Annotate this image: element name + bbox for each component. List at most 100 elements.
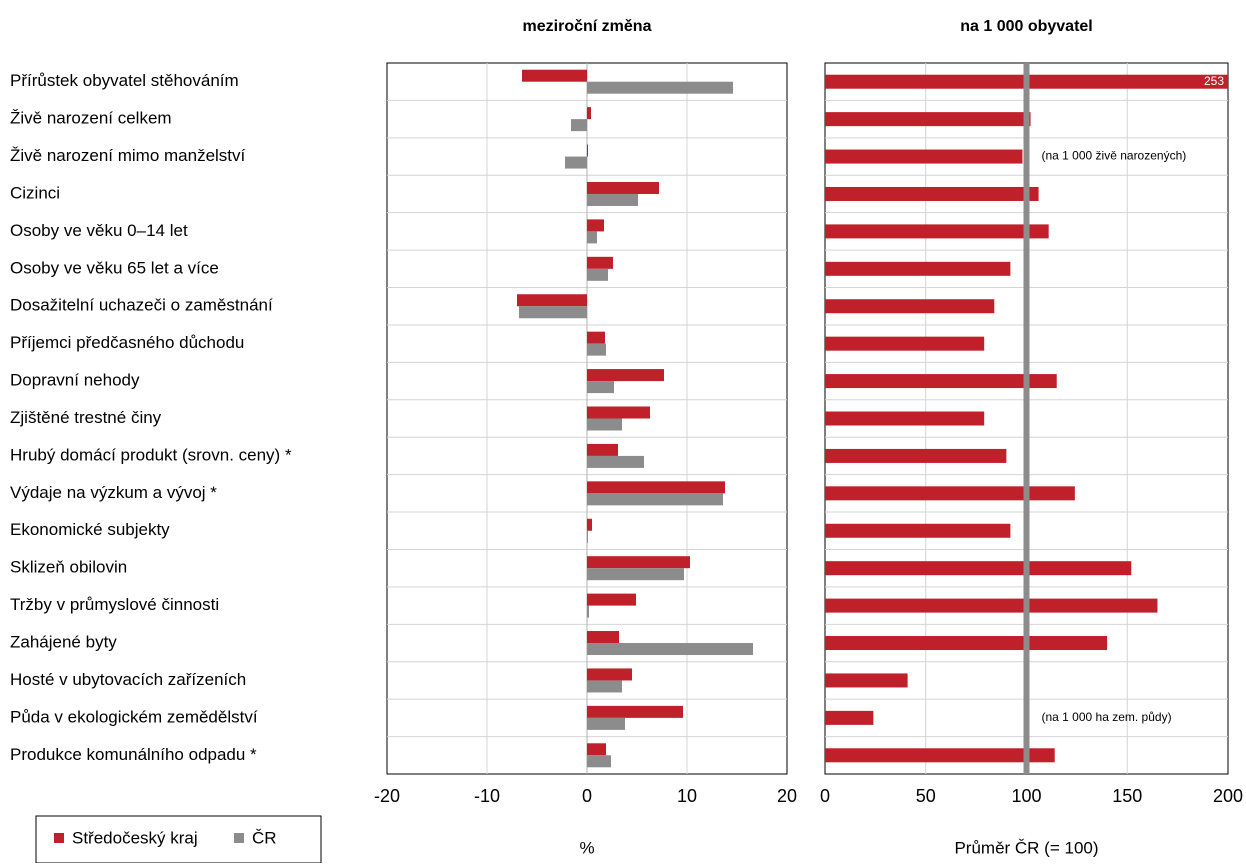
category-label: Ekonomické subjekty xyxy=(10,520,170,539)
bar-panel2-kraj xyxy=(825,486,1075,501)
bar-panel2-kraj xyxy=(825,748,1055,763)
category-label: Osoby ve věku 65 let a více xyxy=(10,258,219,277)
reference-line-average xyxy=(1023,63,1030,774)
bar-panel1-kraj xyxy=(587,631,619,644)
bar-panel1-cr xyxy=(587,268,608,281)
bar-panel2-kraj xyxy=(825,149,1023,164)
x-tick-label: 20 xyxy=(777,786,797,806)
bar-panel1-cr xyxy=(587,81,733,94)
bar-panel1-kraj xyxy=(587,556,690,569)
bar-panel2-kraj xyxy=(825,411,985,426)
bar-panel1-kraj xyxy=(587,406,650,419)
x-tick-label: 50 xyxy=(916,786,936,806)
x-tick-label: -10 xyxy=(474,786,500,806)
bar-panel2-kraj xyxy=(825,710,874,725)
bar-panel1-cr xyxy=(587,530,588,543)
category-label: Půda v ekologickém zemědělství xyxy=(10,707,258,726)
category-label: Dosažitelní uchazeči o zaměstnání xyxy=(10,296,273,315)
category-label: Dopravní nehody xyxy=(10,371,140,390)
category-label: Přírůstek obyvatel stěhováním xyxy=(10,71,239,90)
bar-panel2-kraj xyxy=(825,112,1031,127)
bar-panel1-cr xyxy=(587,193,638,206)
bar-panel1-kraj xyxy=(587,443,618,456)
bar-panel2-kraj xyxy=(825,561,1132,576)
category-label: Živě narození mimo manželství xyxy=(10,146,246,165)
bar-panel2-kraj xyxy=(825,261,1011,276)
bar-panel2-kraj xyxy=(825,224,1049,239)
bar-panel2-kraj xyxy=(825,598,1158,613)
x-tick-label: 0 xyxy=(820,786,830,806)
data-label: 253 xyxy=(1204,74,1224,88)
panel-title: na 1 000 obyvatel xyxy=(960,18,1093,35)
bar-panel1-kraj xyxy=(587,518,592,531)
legend-box xyxy=(35,815,322,864)
x-tick-label: 0 xyxy=(582,786,592,806)
bar-panel1-kraj xyxy=(587,593,636,606)
bar-panel1-cr xyxy=(587,643,753,656)
legend-label: ČR xyxy=(252,828,277,847)
category-label: Zahájené byty xyxy=(10,633,117,652)
bar-panel1-cr xyxy=(519,306,587,319)
legend-swatch xyxy=(54,833,64,843)
bar-panel1-cr xyxy=(587,493,723,506)
bar-panel1-kraj xyxy=(587,219,604,232)
bar-panel1-kraj xyxy=(587,331,605,344)
x-tick-label: 10 xyxy=(677,786,697,806)
bar-panel2-kraj xyxy=(825,448,1007,463)
bar-panel1-cr xyxy=(587,455,644,468)
bar-panel1-cr xyxy=(565,156,587,169)
bar-panel1-kraj xyxy=(517,294,587,307)
bar-panel1-kraj xyxy=(587,144,588,157)
bar-panel1-kraj xyxy=(587,369,664,382)
bar-panel1-cr xyxy=(587,680,622,693)
category-label: Živě narození celkem xyxy=(10,109,172,128)
bar-panel1-cr xyxy=(587,231,597,244)
bar-panel1-cr xyxy=(571,119,587,132)
category-label: Příjemci předčasného důchodu xyxy=(10,333,244,352)
x-axis-label: % xyxy=(579,838,594,857)
bar-panel1-kraj xyxy=(587,107,591,120)
bar-panel1-kraj xyxy=(587,743,606,756)
bar-panel2-kraj xyxy=(825,186,1039,201)
category-label: Tržby v průmyslové činnosti xyxy=(10,595,219,614)
legend-label: Středočeský kraj xyxy=(72,828,198,847)
category-label: Zjištěné trestné činy xyxy=(10,408,162,427)
category-label: Hosté v ubytovacích zařízeních xyxy=(10,670,246,689)
category-label: Produkce komunálního odpadu * xyxy=(10,745,257,764)
bar-panel2-kraj xyxy=(825,523,1011,538)
x-tick-label: 200 xyxy=(1213,786,1243,806)
bar-panel1-cr xyxy=(587,755,611,768)
category-label: Osoby ve věku 0–14 let xyxy=(10,221,188,240)
bar-panel1-kraj xyxy=(522,69,587,82)
bar-panel1-cr xyxy=(587,381,614,394)
category-label: Sklizeň obilovin xyxy=(10,558,127,577)
bar-panel2-kraj xyxy=(825,336,985,351)
x-tick-label: -20 xyxy=(374,786,400,806)
category-label: Výdaje na výzkum a vývoj * xyxy=(10,483,217,502)
bar-panel2-kraj xyxy=(825,636,1108,651)
bar-panel1-kraj xyxy=(587,668,632,681)
bar-panel1-cr xyxy=(587,717,625,730)
category-label: Cizinci xyxy=(10,183,60,202)
annotation: (na 1 000 živě narozených) xyxy=(1042,149,1187,163)
bar-panel1-kraj xyxy=(587,256,613,269)
bar-panel1-kraj xyxy=(587,481,725,494)
bar-panel2-kraj xyxy=(825,673,908,688)
x-tick-label: 100 xyxy=(1011,786,1041,806)
legend-swatch xyxy=(234,833,244,843)
bar-panel1-cr xyxy=(587,568,684,581)
bar-panel2-kraj xyxy=(825,299,995,314)
annotation: (na 1 000 ha zem. půdy) xyxy=(1042,710,1172,724)
bar-panel2-kraj xyxy=(825,374,1057,389)
bar-panel1-cr xyxy=(587,418,622,431)
panel-title: meziroční změna xyxy=(523,18,652,35)
bar-panel1-kraj xyxy=(587,705,683,718)
category-label: Hrubý domácí produkt (srovn. ceny) * xyxy=(10,445,292,464)
x-axis-label: Průměr ČR (= 100) xyxy=(954,838,1098,857)
bar-panel1-kraj xyxy=(587,181,659,194)
bar-panel1-cr xyxy=(587,605,589,618)
bar-panel1-cr xyxy=(587,343,606,356)
x-tick-label: 150 xyxy=(1112,786,1142,806)
